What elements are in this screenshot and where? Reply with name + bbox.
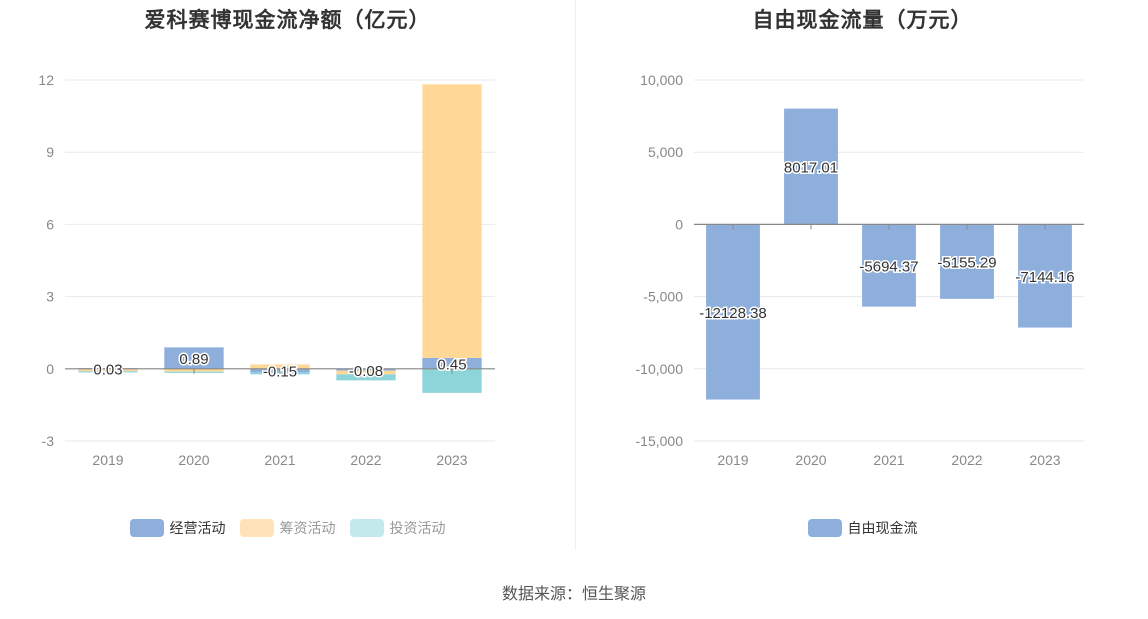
data-label: -5694.37	[859, 259, 918, 276]
data-label: 8017.01	[784, 160, 838, 177]
legend-swatch	[129, 519, 164, 537]
x-tick-label: 2019	[92, 452, 123, 468]
x-tick-label: 2020	[178, 452, 209, 468]
bar	[336, 374, 396, 381]
bar	[1018, 224, 1072, 328]
y-tick-label: 3	[46, 289, 54, 305]
left-chart-panel: 爱科赛博现金流净额（亿元） 12 9 6 3 0 -3 2019 2020 2021 2022 20…	[0, 0, 575, 560]
data-label: 0.03	[93, 361, 122, 378]
x-tick-label: 2023	[436, 452, 467, 468]
panel-divider	[575, 0, 576, 550]
bar	[784, 108, 838, 225]
y-tick-label: 0	[675, 216, 683, 232]
chart-title: 自由现金流量（万元）	[752, 9, 973, 32]
data-label: -5155.29	[937, 255, 996, 272]
data-label: 0.89	[179, 351, 208, 368]
bar	[422, 84, 482, 358]
bar	[940, 224, 994, 299]
y-tick-label: 0	[46, 361, 54, 377]
y-tick-label: 5,000	[648, 144, 683, 160]
legend-swatch	[349, 519, 384, 537]
data-label: -0.15	[263, 364, 297, 381]
legend-label: 经营活动	[169, 520, 226, 536]
bar	[164, 347, 224, 369]
data-label: -0.08	[349, 363, 383, 380]
legend-item[interactable]: 自由现金流	[807, 518, 918, 538]
cash-flow-chart: 12 9 6 3 0 -3 2019 2020 2021 2022 2023 0.03 0.89 -0.1…	[38, 72, 495, 468]
data-source-note: 数据来源：恒生聚源	[501, 586, 646, 603]
legend-item[interactable]: 筹资活动	[239, 518, 336, 538]
x-tick-label: 2020	[795, 452, 826, 468]
legend-item[interactable]: 投资活动	[349, 518, 446, 538]
bar	[706, 224, 760, 400]
right-chart-panel: 自由现金流量（万元） 10,000 5,000 0 -5,000 -10,000 -15,…	[577, 0, 1148, 560]
y-tick-label: -15,000	[636, 433, 684, 449]
y-tick-label: 6	[46, 216, 54, 232]
y-tick-label: -3	[42, 433, 55, 449]
y-tick-label: -10,000	[636, 361, 684, 377]
bar	[250, 364, 310, 369]
y-tick-label: -5,000	[643, 289, 683, 305]
y-tick-label: 10,000	[640, 72, 683, 88]
y-tick-label: 12	[38, 72, 54, 88]
chart-title: 爱科赛博现金流净额（亿元）	[144, 9, 431, 32]
bar	[422, 357, 482, 369]
data-label: -12128.38	[699, 305, 767, 322]
x-tick-label: 2019	[717, 452, 748, 468]
legend-swatch	[239, 519, 274, 537]
data-label: 0.45	[437, 356, 466, 373]
y-tick-label: 9	[46, 144, 54, 160]
free-cash-flow-chart: 10,000 5,000 0 -5,000 -10,000 -15,000 2019 2020…	[636, 72, 1084, 468]
legend-item[interactable]: 经营活动	[129, 518, 226, 538]
legend-label: 投资活动	[389, 520, 446, 536]
x-tick-label: 2021	[264, 452, 295, 468]
x-tick-label: 2023	[1029, 452, 1060, 468]
legend-swatch	[807, 519, 842, 537]
legend: 自由现金流	[577, 518, 1148, 538]
legend-label: 自由现金流	[847, 520, 918, 536]
x-tick-label: 2022	[350, 452, 381, 468]
bar	[862, 224, 916, 307]
x-tick-label: 2022	[951, 452, 982, 468]
legend-label: 筹资活动	[279, 520, 336, 536]
legend: 经营活动 筹资活动 投资活动	[0, 518, 575, 538]
data-label: -7144.16	[1015, 269, 1074, 286]
x-tick-label: 2021	[873, 452, 904, 468]
